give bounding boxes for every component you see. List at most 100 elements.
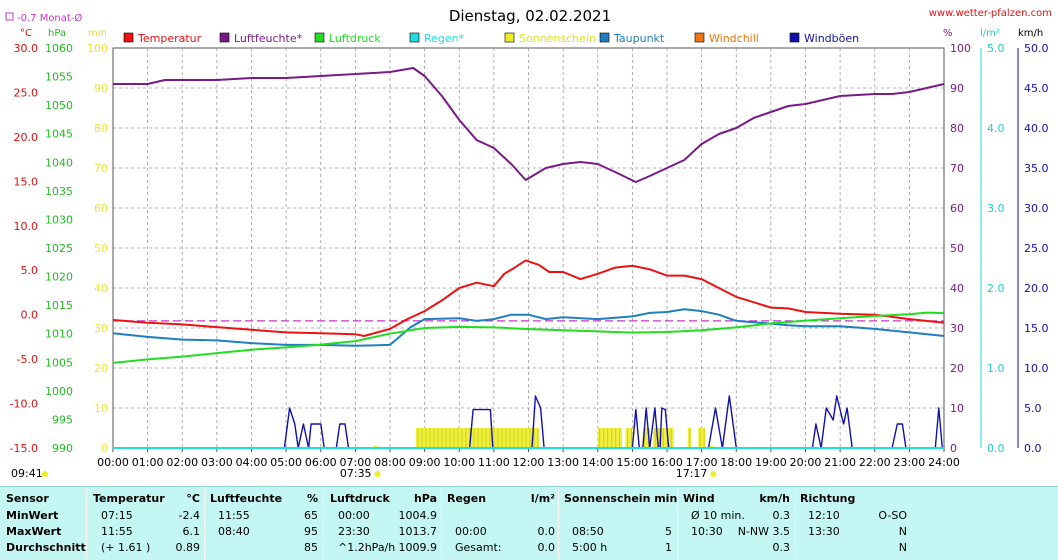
sunshine-bar bbox=[642, 428, 650, 448]
legend-swatch bbox=[789, 32, 800, 43]
wind-tick: 25.0 bbox=[1024, 242, 1049, 255]
wind-tick: 35.0 bbox=[1024, 162, 1049, 175]
humidity-tick: 70 bbox=[950, 162, 964, 175]
summary-row-label: MinWert bbox=[6, 509, 59, 522]
legend: Temperatur Luftfeuchte* Luftdruck Regen* Son… bbox=[123, 32, 859, 45]
summary-value: O-SO bbox=[878, 509, 907, 522]
sunrise-label: 07:35 bbox=[340, 467, 372, 480]
sunshine-tick: 60 bbox=[94, 202, 108, 215]
pressure-tick: 1055 bbox=[45, 71, 73, 84]
summary-value: 85 bbox=[304, 541, 318, 554]
sunset-label: 17:17 bbox=[676, 467, 708, 480]
summary-time: 5:00 h bbox=[572, 541, 608, 554]
wind-tick: 15.0 bbox=[1024, 322, 1049, 335]
sunshine-tick: 70 bbox=[94, 162, 108, 175]
legend-swatch bbox=[599, 32, 610, 43]
x-tick-label: 01:00 bbox=[132, 456, 164, 469]
summary-header: Sonnenschein min bbox=[564, 492, 678, 505]
summary-time: Gesamt: bbox=[455, 541, 502, 554]
legend-swatch bbox=[694, 32, 705, 43]
x-tick-label: 10:00 bbox=[443, 456, 475, 469]
rain-tick: 0.0 bbox=[987, 442, 1005, 455]
temperature-tick: -10.0 bbox=[10, 398, 38, 411]
chart-header: Dienstag, 02.02.2021 www.wetter-pfalzen.c… bbox=[5, 7, 1052, 39]
summary-time: 07:15 bbox=[101, 509, 133, 522]
weather-chart: 30.0 25.0 20.0 15.0 10.0 5.0 0.0 -5.0 -10.0 -15.0… bbox=[5, 7, 1052, 480]
wind-tick: 0.0 bbox=[1024, 442, 1042, 455]
pressure-tick: 1000 bbox=[45, 385, 73, 398]
summary-time: 11:55 bbox=[101, 525, 133, 538]
summary-value: 0.0 bbox=[537, 541, 556, 554]
x-tick-label: 05:00 bbox=[270, 456, 302, 469]
rain-tick: 5.0 bbox=[987, 42, 1005, 55]
pressure-tick: 1035 bbox=[45, 185, 73, 198]
left-axes: 30.0 25.0 20.0 15.0 10.0 5.0 0.0 -5.0 -10.0 -15.0… bbox=[10, 42, 108, 455]
x-tick-label: 24:00 bbox=[928, 456, 960, 469]
sunshine-tick: 50 bbox=[94, 242, 108, 255]
x-tick-label: 19:00 bbox=[755, 456, 787, 469]
humidity-tick: 10 bbox=[950, 402, 964, 415]
pressure-tick: 1020 bbox=[45, 271, 73, 284]
legend-label: Windchill bbox=[709, 32, 759, 45]
summary-header: Temperatur bbox=[93, 492, 165, 505]
sunshine-tick: 40 bbox=[94, 282, 108, 295]
temperature-tick: -5.0 bbox=[17, 353, 38, 366]
rain-tick: 3.0 bbox=[987, 202, 1005, 215]
pressure-tick: 1005 bbox=[45, 356, 73, 369]
summary-time: 10:30 bbox=[691, 525, 723, 538]
x-tick-label: 09:00 bbox=[409, 456, 441, 469]
x-tick-label: 20:00 bbox=[790, 456, 822, 469]
temperature-tick: 30.0 bbox=[14, 42, 39, 55]
humidity-tick: 40 bbox=[950, 282, 964, 295]
wind-tick: 45.0 bbox=[1024, 82, 1049, 95]
legend-label: Regen* bbox=[424, 32, 465, 45]
summary-separator bbox=[323, 487, 324, 560]
summary-time: 11:55 bbox=[218, 509, 250, 522]
series-line-1 bbox=[112, 308, 945, 347]
summary-value: 0.0 bbox=[537, 525, 556, 538]
humidity-tick: 60 bbox=[950, 202, 964, 215]
sunshine-tick: 20 bbox=[94, 362, 108, 375]
daylength-label: 09:41 bbox=[11, 467, 43, 480]
daylength-icon bbox=[42, 471, 48, 477]
summary-value: 95 bbox=[304, 525, 318, 538]
series-line-3 bbox=[112, 311, 945, 364]
legend-swatch bbox=[314, 32, 325, 43]
month-avg-label: -0.7 Monat-Ø bbox=[17, 12, 82, 24]
summary-time: ^1.2hPa/h bbox=[338, 541, 396, 554]
unit-celsius: °C bbox=[20, 28, 32, 39]
summary-value: 0.89 bbox=[175, 541, 201, 554]
temperature-tick: 0.0 bbox=[21, 309, 39, 322]
humidity-tick: 80 bbox=[950, 122, 964, 135]
x-tick-label: 22:00 bbox=[859, 456, 891, 469]
legend-label: Luftfeuchte* bbox=[234, 32, 303, 45]
temperature-tick: 5.0 bbox=[21, 264, 39, 277]
legend-swatch bbox=[504, 32, 515, 43]
sunshine-bar bbox=[698, 428, 706, 448]
pressure-tick: 990 bbox=[52, 442, 73, 455]
pressure-tick: 995 bbox=[52, 413, 73, 426]
summary-value: 1013.7 bbox=[398, 525, 438, 538]
summary-separator bbox=[204, 487, 205, 560]
x-tick-label: 23:00 bbox=[894, 456, 926, 469]
humidity-tick: 0 bbox=[950, 442, 957, 455]
summary-time: 08:40 bbox=[218, 525, 250, 538]
summary-header: Luftfeuchte bbox=[210, 492, 283, 505]
summary-unit: l/m² bbox=[530, 492, 555, 505]
pressure-tick: 1060 bbox=[45, 42, 73, 55]
x-axis-ticks: 00:00 01:00 02:00 03:00 04:00 05:00 06:00 07:00… bbox=[11, 445, 960, 480]
summary-row-label: MaxWert bbox=[6, 525, 62, 538]
rain-tick: 1.0 bbox=[987, 362, 1005, 375]
chart-title: Dienstag, 02.02.2021 bbox=[449, 7, 611, 25]
sunshine-bar bbox=[415, 428, 539, 448]
x-tick-label: 16:00 bbox=[651, 456, 683, 469]
x-tick-label: 18:00 bbox=[720, 456, 752, 469]
temperature-tick: 15.0 bbox=[14, 175, 39, 188]
summary-header: Regen bbox=[447, 492, 487, 505]
pressure-tick: 1030 bbox=[45, 213, 73, 226]
summary-unit: % bbox=[306, 492, 318, 505]
humidity-tick: 30 bbox=[950, 322, 964, 335]
temperature-tick: 25.0 bbox=[14, 86, 39, 99]
summary-separator bbox=[795, 487, 796, 560]
unit-hpa: hPa bbox=[48, 28, 66, 39]
